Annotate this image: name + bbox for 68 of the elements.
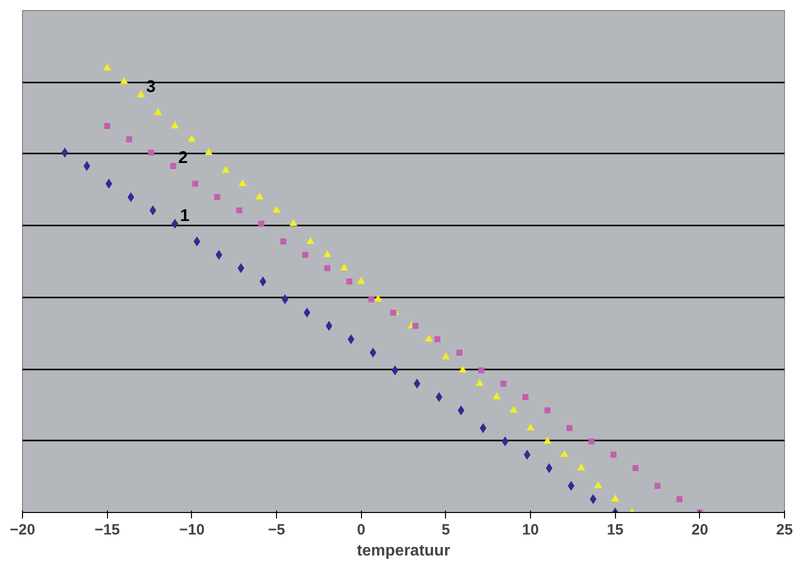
point [526,423,534,430]
x-tick-label: −10 [179,522,205,538]
point [357,276,366,284]
point [340,264,348,270]
point [610,452,616,458]
point [137,90,146,98]
point [390,310,396,316]
x-tick-label: 5 [442,522,450,538]
x-axis-title: temperatuur [356,542,450,560]
point [368,296,374,302]
x-tick-label: 20 [691,522,708,538]
x-tick-label: 10 [522,522,539,538]
point [560,450,568,458]
point [238,179,247,186]
point [458,366,467,373]
point [192,180,198,187]
point [434,336,440,342]
point [476,379,484,386]
point [154,108,162,115]
x-tick-label: −5 [268,522,286,538]
point [222,166,230,173]
x-tick-label: 15 [606,522,624,538]
point [170,162,176,169]
point [522,394,528,400]
point [103,64,112,71]
point [611,494,620,502]
point [258,220,264,227]
point [566,425,572,432]
point [374,294,382,302]
point [594,481,602,488]
point [280,238,286,245]
point [204,148,213,155]
point [346,278,352,284]
point [272,206,280,213]
point [588,438,594,444]
point [543,436,552,444]
point [188,134,196,142]
point [148,150,154,156]
x-tick-label: −20 [10,522,36,538]
point [577,463,586,470]
point [412,322,418,329]
x-tick-label: 25 [776,522,793,538]
point [306,236,314,244]
point [478,367,484,374]
point [324,265,330,272]
x-tick-label: −15 [94,522,120,538]
point [510,406,518,413]
point [289,219,298,226]
point [500,380,506,387]
point [120,76,128,84]
series-label: 1 [180,206,190,225]
point [214,194,220,200]
point [456,350,462,356]
point [323,250,332,258]
point [676,496,683,502]
point [632,465,638,472]
point [256,192,264,200]
point [654,482,660,489]
point [544,407,550,414]
point [424,334,433,342]
point [302,252,308,258]
point [492,392,501,400]
point [104,123,110,130]
point [126,136,132,142]
point [442,352,450,360]
x-tick-label: 0 [356,522,366,538]
point [236,207,242,214]
point [170,121,179,128]
